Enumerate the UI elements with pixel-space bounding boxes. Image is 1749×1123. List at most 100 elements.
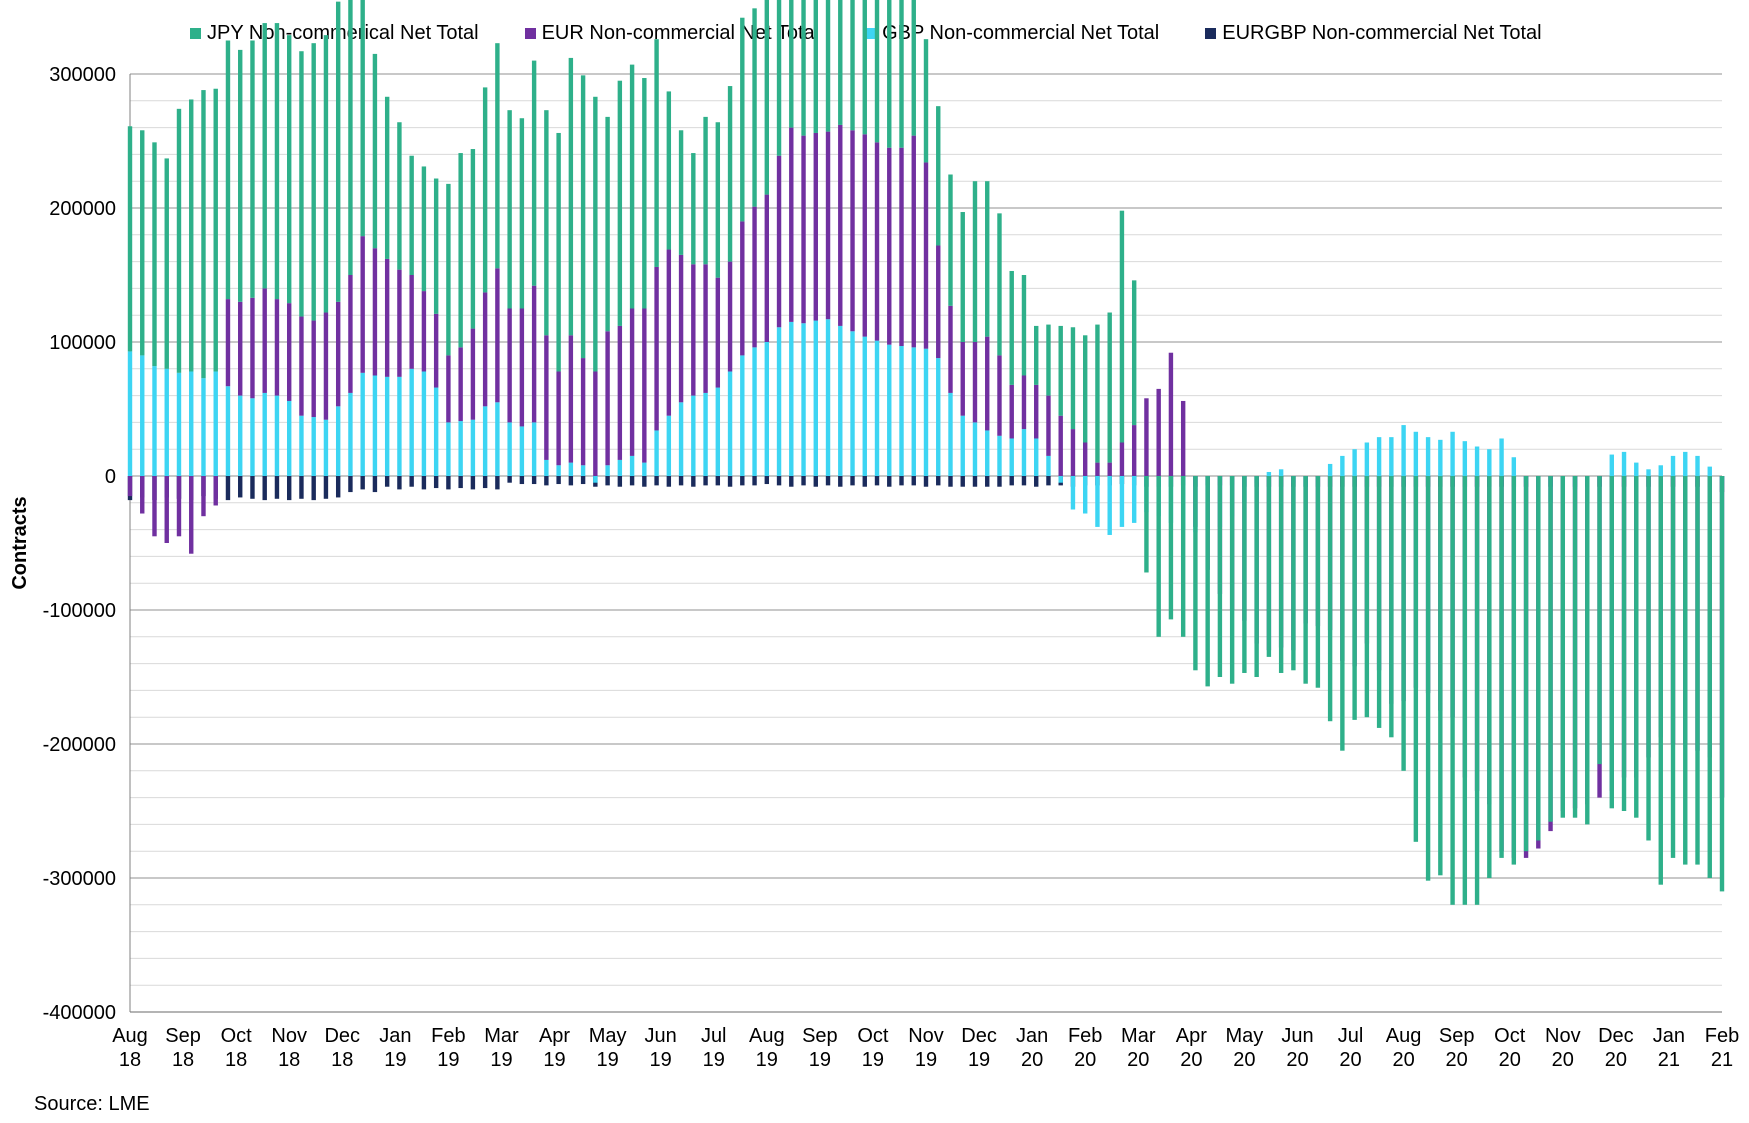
bar-jpy-week: [360, 0, 365, 237]
x-tick-label-year: 20: [1180, 1049, 1202, 1071]
bar-eur-week: [470, 328, 476, 420]
bar-eurgbp-week: [629, 476, 635, 486]
bar-gbp-week: [801, 323, 806, 476]
bar-jpy-week: [1217, 476, 1223, 677]
x-tick-label-year: 19: [809, 1049, 831, 1071]
bar-eur-week: [1082, 442, 1088, 476]
bar-gbp-week: [813, 320, 818, 476]
bar-eurgbp-week: [556, 476, 561, 485]
bar-eur-week: [617, 325, 623, 460]
bar-gbp-week: [299, 415, 304, 476]
bar-gbp-week: [838, 325, 843, 476]
bar-jpy-week: [1034, 325, 1039, 385]
bar-gbp-week: [568, 462, 574, 476]
bar-gbp-week: [238, 395, 243, 476]
bar-eur-week: [397, 269, 402, 377]
x-tick-label-month: Jan: [1653, 1025, 1685, 1047]
bar-eurgbp-week: [642, 476, 647, 487]
bar-jpy-week: [1156, 476, 1161, 637]
bar-eurgbp-week: [299, 476, 304, 499]
bar-eurgbp-week: [862, 476, 867, 487]
bar-gbp-week: [1034, 438, 1039, 476]
bar-gbp-week: [629, 455, 635, 476]
bar-eurgbp-week: [323, 476, 329, 499]
bar-jpy-week: [274, 23, 280, 300]
y-tick-label: -300000: [43, 868, 116, 890]
bar-gbp-week: [654, 430, 659, 476]
bar-gbp-week: [1707, 466, 1712, 476]
bar-eur-week: [127, 476, 133, 497]
bar-gbp-week: [470, 419, 476, 476]
bar-gbp-week: [727, 371, 733, 476]
x-tick-label-month: Nov: [271, 1025, 307, 1047]
bar-jpy-week: [1278, 476, 1284, 673]
bar-eur-week: [899, 147, 904, 347]
bar-jpy-week: [1242, 476, 1247, 673]
x-tick-label-month: Jul: [1338, 1025, 1364, 1047]
bar-jpy-week: [1193, 476, 1198, 671]
bar-eur-week: [225, 299, 231, 387]
bar-gbp-week: [458, 421, 463, 476]
bar-eurgbp-week: [421, 476, 427, 490]
bar-jpy-week: [1658, 476, 1663, 885]
bar-eurgbp-week: [470, 476, 476, 490]
bar-jpy-week: [433, 178, 439, 314]
x-tick-label-month: Aug: [1386, 1025, 1422, 1047]
bar-eur-week: [1156, 388, 1161, 476]
bar-jpy-week: [691, 153, 696, 265]
bar-eur-week: [1021, 375, 1027, 430]
bar-eurgbp-week: [911, 476, 916, 486]
bar-eur-week: [703, 264, 708, 393]
bar-jpy-week: [176, 108, 182, 373]
bar-eur-week: [213, 476, 218, 506]
bar-gbp-week: [348, 392, 353, 476]
bar-jpy-week: [335, 1, 341, 302]
bar-jpy-week: [1107, 312, 1112, 463]
x-tick-label-month: Dec: [1598, 1025, 1634, 1047]
bar-jpy-week: [531, 60, 537, 286]
x-tick-label-year: 19: [650, 1049, 672, 1071]
bar-jpy-week: [1438, 476, 1443, 876]
bar-gbp-week: [764, 342, 770, 476]
bar-jpy-week: [1719, 476, 1725, 892]
bar-eurgbp-week: [409, 476, 414, 487]
bar-jpy-week: [372, 53, 378, 249]
bar-eur-week: [568, 335, 574, 463]
bar-eur-week: [140, 476, 145, 514]
bar-jpy-week: [899, 0, 904, 148]
bar-eurgbp-week: [262, 476, 267, 501]
bar-jpy-week: [1315, 476, 1321, 688]
source-note: Source: LME: [34, 1093, 150, 1115]
bar-jpy-week: [703, 116, 708, 265]
legend-swatch-eurgbp: [1205, 28, 1217, 39]
bar-jpy-week: [850, 0, 855, 131]
bar-gbp-week: [433, 387, 439, 476]
bar-jpy-week: [238, 49, 243, 302]
bar-eur-week: [1131, 425, 1137, 476]
bar-jpy-week: [936, 106, 941, 246]
bar-gbp-week: [323, 419, 329, 476]
bar-gbp-week: [372, 375, 378, 476]
y-tick-label: 300000: [49, 64, 116, 86]
bar-eurgbp-week: [617, 476, 623, 487]
bar-eur-week: [764, 194, 770, 342]
bar-jpy-week: [740, 17, 745, 222]
x-tick-label-month: Jan: [1016, 1025, 1048, 1047]
bar-eur-week: [678, 254, 684, 403]
bar-gbp-week: [164, 368, 169, 476]
bar-gbp-week: [776, 327, 782, 476]
bar-jpy-week: [923, 39, 929, 163]
x-tick-label-year: 19: [703, 1049, 725, 1071]
x-tick-label-year: 20: [1446, 1049, 1468, 1071]
x-tick-label-year: 19: [384, 1049, 406, 1071]
bar-jpy-week: [678, 130, 684, 255]
bar-jpy-week: [1474, 476, 1480, 905]
bar-gbp-week: [213, 371, 218, 476]
bar-eur-week: [311, 320, 316, 418]
bar-eurgbp-week: [482, 476, 488, 489]
x-tick-label-month: Jan: [379, 1025, 411, 1047]
y-tick-label: 100000: [49, 332, 116, 354]
bar-jpy-week: [1646, 476, 1651, 841]
bar-jpy-week: [1376, 476, 1382, 728]
bar-eur-week: [507, 308, 512, 423]
